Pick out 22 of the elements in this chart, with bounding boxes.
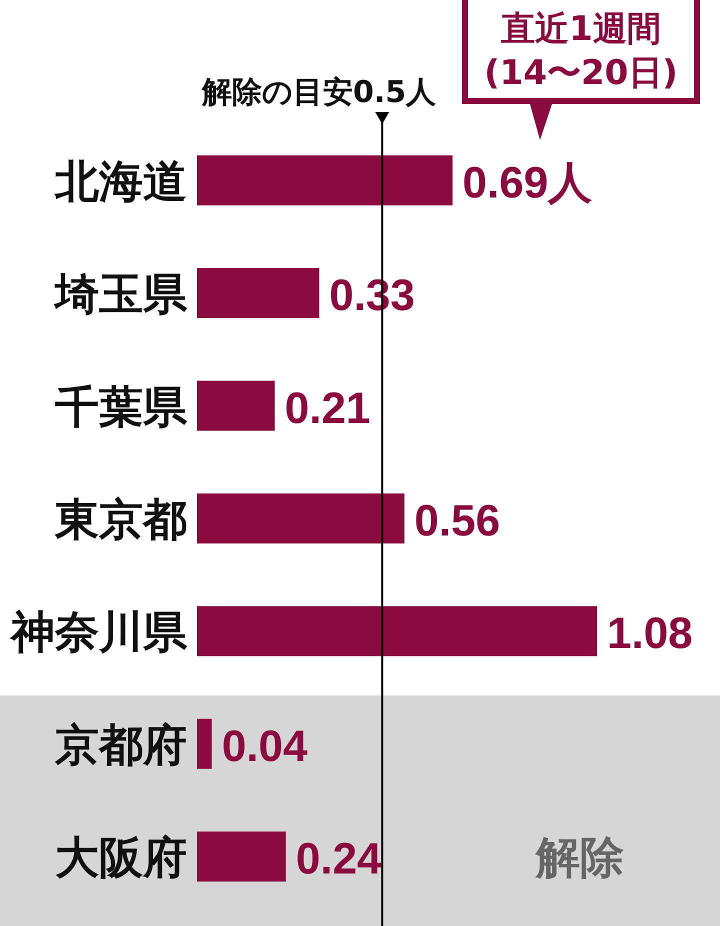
- data-label: 0.04: [222, 722, 308, 771]
- data-label: 0.21: [284, 384, 370, 433]
- bar: [197, 493, 404, 544]
- bar: [197, 155, 453, 206]
- y-tick-label: 東京都: [54, 494, 187, 546]
- y-tick-label: 神奈川県: [9, 607, 188, 658]
- data-label: 0.69人: [462, 158, 592, 208]
- y-tick-label: 北海道: [54, 156, 187, 208]
- data-label: 1.08: [607, 609, 693, 658]
- y-tick-label: 大阪府: [55, 832, 187, 884]
- ref-line-label: 解除の目安0.5人: [201, 75, 438, 110]
- bar: [197, 268, 320, 318]
- bar: [197, 718, 212, 769]
- band-label: 解除: [535, 832, 624, 884]
- y-tick-label: 京都府: [54, 720, 187, 771]
- y-tick-label: 千葉県: [55, 382, 188, 433]
- bar: [197, 606, 597, 656]
- bar: [197, 832, 286, 882]
- y-tick-label: 埼玉県: [53, 269, 188, 320]
- bar: [197, 380, 275, 431]
- data-label: 0.56: [414, 496, 500, 546]
- text: 直近1週間 (14〜20日): [484, 9, 678, 93]
